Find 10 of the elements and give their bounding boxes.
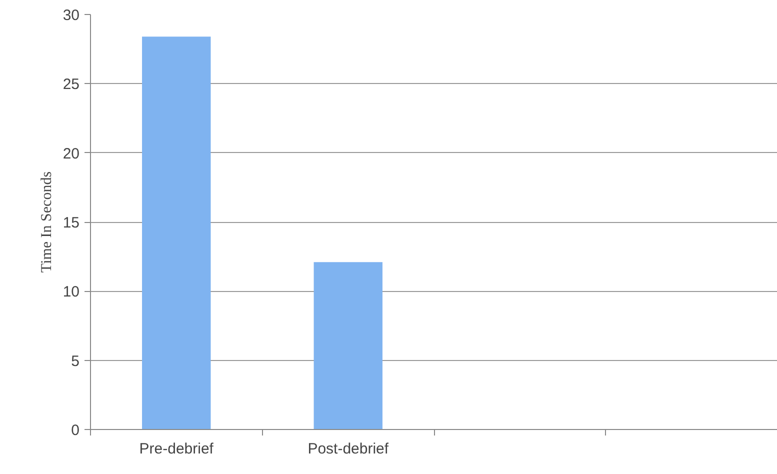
y-tick-label: 25 (62, 76, 80, 94)
x-tick-label: Post-debrief (308, 440, 390, 458)
y-axis-title: Time In Seconds (38, 171, 55, 273)
x-tick-label: Pre-debrief (139, 440, 214, 458)
y-tick-label: 10 (62, 284, 80, 301)
y-tick-label: 0 (71, 422, 80, 439)
y-tick-label: 30 (62, 7, 80, 24)
y-tick-label: 20 (62, 145, 80, 162)
y-tick-label: 15 (62, 214, 80, 232)
y-tick-label: 5 (71, 352, 80, 370)
